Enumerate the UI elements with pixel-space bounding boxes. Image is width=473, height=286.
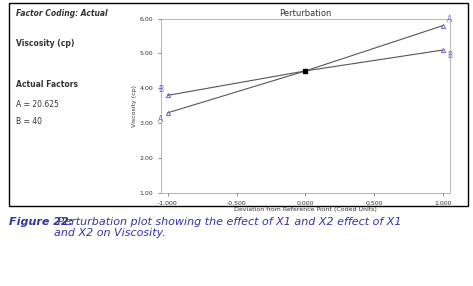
Text: Perturbation plot showing the effect of X1 and X2 effect of X1
and X2 on Viscosi: Perturbation plot showing the effect of … [54, 217, 402, 238]
Text: Viscosity (cp): Viscosity (cp) [17, 39, 75, 48]
Text: Actual Factors: Actual Factors [17, 80, 79, 89]
Text: A: A [158, 115, 164, 124]
Title: Perturbation: Perturbation [279, 9, 332, 18]
Text: A = 20.625: A = 20.625 [17, 100, 59, 109]
Text: A: A [447, 15, 452, 24]
Text: B: B [447, 51, 452, 60]
X-axis label: Deviation from Reference Point (Coded Units): Deviation from Reference Point (Coded Un… [234, 207, 377, 212]
Y-axis label: Viscosity (cp): Viscosity (cp) [131, 85, 137, 127]
Text: B: B [158, 85, 164, 94]
Text: B = 40: B = 40 [17, 117, 43, 126]
Text: Figure 22:: Figure 22: [9, 217, 74, 227]
Text: Factor Coding: Actual: Factor Coding: Actual [17, 9, 108, 18]
